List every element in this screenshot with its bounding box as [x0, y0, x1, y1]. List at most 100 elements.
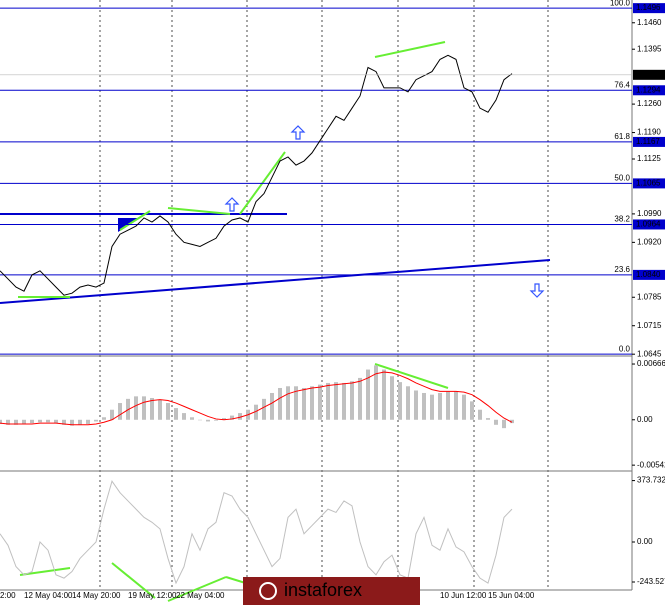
- price-label-box: [633, 178, 665, 189]
- histogram-bar: [190, 417, 194, 420]
- y-tick-label: 1.0920: [637, 237, 662, 246]
- fib-name: 76.4: [614, 80, 630, 89]
- x-tick-label: 15 Jun 04:00: [488, 591, 535, 600]
- histogram-bar: [366, 369, 370, 420]
- histogram-bar: [478, 409, 482, 420]
- histogram-bar: [350, 381, 354, 420]
- histogram-bar: [30, 419, 34, 424]
- histogram-bar: [438, 392, 442, 420]
- histogram-bar: [326, 382, 330, 420]
- histogram-bar: [510, 419, 514, 424]
- histogram-bar: [494, 419, 498, 425]
- x-tick-label: 12 May 04:00: [24, 591, 73, 600]
- fib-name: 0.0: [619, 344, 631, 353]
- y-tick-label: 0.00: [637, 537, 653, 546]
- histogram-bar: [166, 403, 170, 420]
- histogram-bar: [318, 384, 322, 420]
- fib-name: 100.0: [610, 0, 631, 7]
- current-price-label: 1.1332: [636, 70, 661, 79]
- histogram-bar: [0, 419, 2, 424]
- histogram-bar: [390, 376, 394, 420]
- histogram-bar: [222, 418, 226, 420]
- histogram-bar: [86, 419, 90, 424]
- histogram-bar: [14, 419, 18, 425]
- histogram-bar: [382, 369, 386, 420]
- price-label: 1.1167: [636, 137, 660, 146]
- price-label: 1.0964: [636, 220, 661, 229]
- histogram-bar: [78, 419, 82, 425]
- histogram-bar: [406, 386, 410, 420]
- price-label-box: [633, 136, 665, 147]
- y-tick-label: 1.1395: [637, 44, 662, 53]
- histogram-bar: [118, 403, 122, 420]
- y-tick-label: -0.00542: [637, 460, 665, 469]
- y-tick-label: 373.7321: [637, 476, 665, 485]
- histogram-bar: [358, 377, 362, 420]
- histogram-bar: [238, 413, 242, 420]
- y-tick-label: 0.00: [637, 415, 653, 424]
- y-tick-label: 1.0990: [637, 209, 662, 218]
- histogram-bar: [38, 419, 42, 423]
- y-tick-label: 1.0715: [637, 321, 662, 330]
- price-label-box: [633, 3, 665, 14]
- histogram-bar: [278, 387, 282, 420]
- y-tick-label: 1.1125: [637, 154, 661, 163]
- fib-name: 38.2: [614, 215, 630, 224]
- histogram-bar: [334, 382, 338, 420]
- histogram-bar: [470, 401, 474, 420]
- y-tick-label: 0.00666: [637, 359, 665, 368]
- histogram-bar: [54, 419, 58, 424]
- fib-name: 61.8: [614, 132, 630, 141]
- watermark-text: instaforex: [284, 580, 362, 600]
- histogram-bar: [110, 409, 114, 420]
- histogram-bar: [446, 391, 450, 420]
- histogram-bar: [454, 391, 458, 420]
- y-tick-label: -243.5270: [637, 577, 665, 586]
- histogram-bar: [254, 404, 258, 420]
- price-label: 1.1294: [636, 85, 661, 94]
- histogram-bar: [462, 394, 466, 420]
- histogram-bar: [302, 387, 306, 420]
- histogram-bar: [182, 413, 186, 420]
- fib-name: 50.0: [614, 174, 630, 183]
- histogram-bar: [422, 392, 426, 420]
- histogram-bar: [94, 419, 98, 422]
- histogram-bar: [374, 365, 378, 420]
- signal-line: [0, 371, 513, 426]
- histogram-bar: [214, 419, 218, 421]
- histogram-bar: [142, 396, 146, 420]
- histogram-bar: [294, 386, 298, 420]
- y-tick-label: 1.1190: [637, 128, 661, 137]
- histogram-bar: [22, 419, 26, 424]
- y-tick-label: 1.0645: [637, 349, 662, 358]
- histogram-bar: [198, 419, 202, 421]
- y-tick-label: 1.0785: [637, 292, 662, 301]
- price-label-box: [633, 219, 665, 230]
- histogram-bar: [430, 394, 434, 420]
- price-line: [0, 54, 513, 296]
- histogram-bar: [414, 390, 418, 420]
- histogram-bar: [502, 419, 506, 429]
- x-tick-label: 10 Jun 12:00: [440, 591, 487, 600]
- histogram-bar: [6, 419, 10, 425]
- histogram-bar: [398, 382, 402, 420]
- histogram-bar: [342, 382, 346, 420]
- price-label: 1.1065: [636, 179, 661, 188]
- fib-name: 23.6: [614, 265, 630, 274]
- histogram-bar: [206, 419, 210, 422]
- histogram-bar: [286, 386, 290, 420]
- histogram-bar: [70, 419, 74, 426]
- price-line: [0, 480, 513, 585]
- histogram-bar: [310, 386, 314, 420]
- price-label: 1.1496: [636, 3, 661, 12]
- histogram-bar: [158, 399, 162, 420]
- histogram-bar: [230, 415, 234, 420]
- price-label: 1.0840: [636, 270, 661, 279]
- histogram-bar: [150, 398, 154, 420]
- price-label-box: [633, 85, 665, 96]
- histogram-bar: [486, 418, 490, 420]
- histogram-bar: [270, 392, 274, 420]
- price-label-box: [633, 269, 665, 280]
- histogram-bar: [134, 396, 138, 420]
